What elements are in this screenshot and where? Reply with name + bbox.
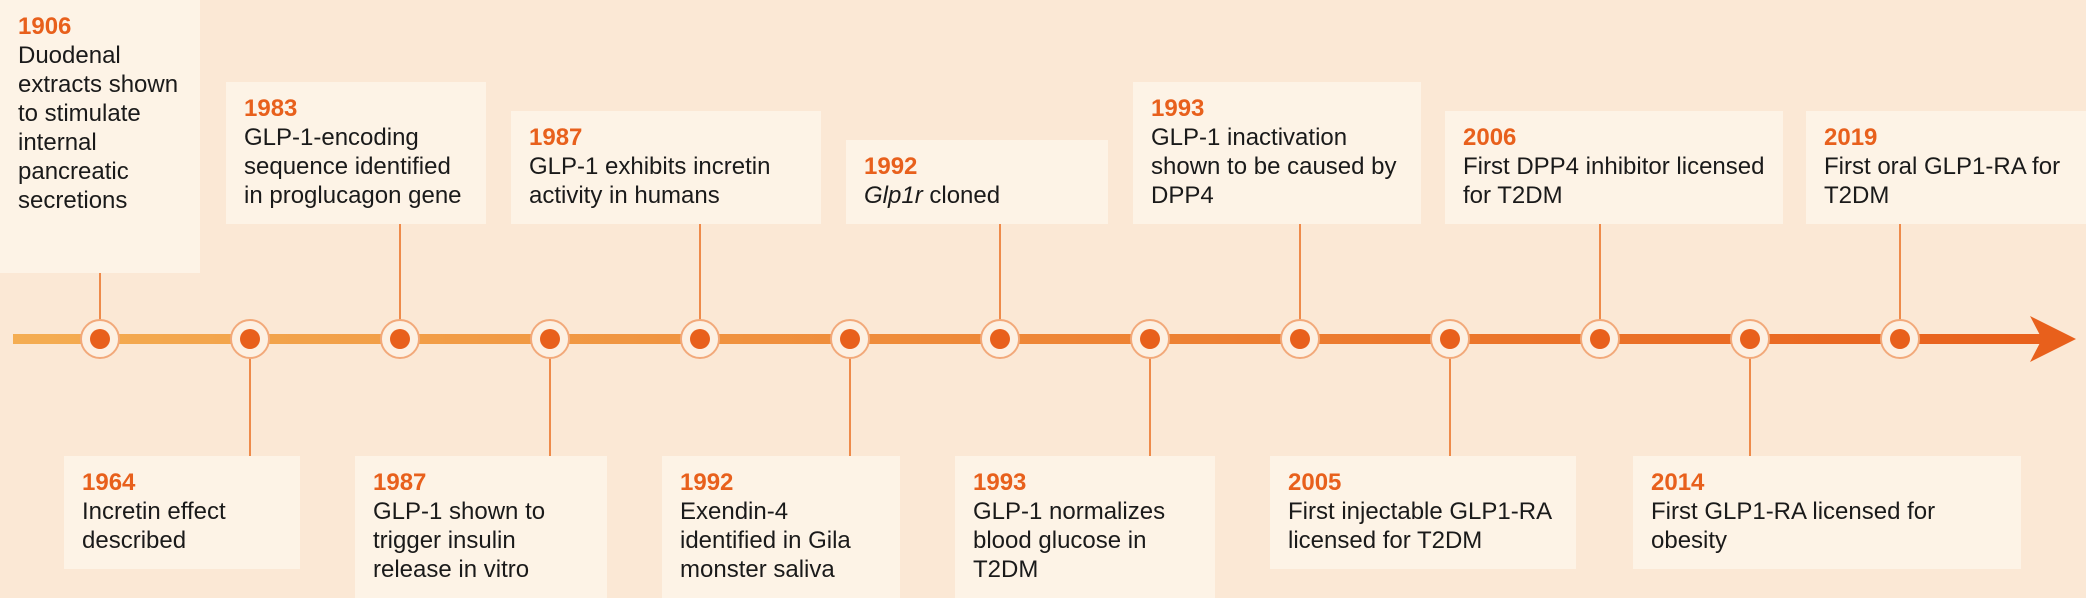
event-box: 2019 First oral GLP1-RA for T2DM <box>1806 111 2086 224</box>
event-box: 1906 Duodenal extracts shown to stimulate… <box>0 0 200 273</box>
event-description: cloned <box>929 182 1001 209</box>
event-description: GLP-1 shown to trigger insulin release i… <box>373 498 546 583</box>
node-dot <box>990 329 1010 349</box>
event-description: Duodenal extracts shown to stimulate int… <box>18 42 179 214</box>
timeline-arrowhead <box>2030 316 2076 362</box>
event-description: Incretin effect described <box>82 498 226 554</box>
event-year: 1992 <box>680 469 734 496</box>
event-description: First oral GLP1-RA for T2DM <box>1824 153 2061 209</box>
node-dot <box>1740 329 1760 349</box>
event-box: 1983 GLP-1-encoding sequence identified i… <box>226 82 486 224</box>
event-year: 1993 <box>1151 95 1205 122</box>
node-dot <box>390 329 410 349</box>
event-year: 2019 <box>1824 124 1878 151</box>
node-dot <box>1140 329 1160 349</box>
event-box: 1964 Incretin effect described <box>64 456 300 569</box>
event-box: 1987 GLP-1 shown to trigger insulin relea… <box>355 456 607 598</box>
timeline-axis <box>13 334 2043 344</box>
event-year: 2005 <box>1288 469 1342 496</box>
node-dot <box>90 329 110 349</box>
event-year: 2006 <box>1463 124 1517 151</box>
event-year: 2014 <box>1651 469 1705 496</box>
event-year: 1964 <box>82 469 136 496</box>
event-box: 1993 GLP-1 normalizes blood glucose in T2… <box>955 456 1215 598</box>
event-year: 1987 <box>529 124 583 151</box>
event-description: GLP-1 exhibits incretin activity in huma… <box>529 153 771 209</box>
event-box: 2006 First DPP4 inhibitor licensed for T2… <box>1445 111 1783 224</box>
event-description: First DPP4 inhibitor licensed for T2DM <box>1463 153 1765 209</box>
event-box: 1992 Glp1r cloned <box>846 140 1108 224</box>
node-dot <box>240 329 260 349</box>
event-italic: Glp1r <box>864 182 923 209</box>
event-box: 2005 First injectable GLP1-RA licensed fo… <box>1270 456 1576 569</box>
event-box: 1987 GLP-1 exhibits incretin activity in … <box>511 111 821 224</box>
node-dot <box>1890 329 1910 349</box>
event-year: 1987 <box>373 469 427 496</box>
event-description: GLP-1-encoding sequence identified in pr… <box>244 124 462 209</box>
event-description: GLP-1 inactivation shown to be caused by… <box>1151 124 1397 209</box>
node-dot <box>1590 329 1610 349</box>
node-dot <box>840 329 860 349</box>
event-box: 1993 GLP-1 inactivation shown to be cause… <box>1133 82 1421 224</box>
event-description: GLP-1 normalizes blood glucose in T2DM <box>973 498 1166 583</box>
event-year: 1983 <box>244 95 298 122</box>
event-year: 1993 <box>973 469 1027 496</box>
event-year: 1906 <box>18 13 72 40</box>
event-description: Exendin-4 identified in Gila monster sal… <box>680 498 851 583</box>
event-description: First injectable GLP1-RA licensed for T2… <box>1288 498 1551 554</box>
event-year: 1992 <box>864 153 918 180</box>
event-box: 2014 First GLP1-RA licensed for obesity <box>1633 456 2021 569</box>
node-dot <box>690 329 710 349</box>
node-dot <box>1440 329 1460 349</box>
event-description: First GLP1-RA licensed for obesity <box>1651 498 1936 554</box>
event-box: 1992 Exendin-4 identified in Gila monster… <box>662 456 900 598</box>
node-dot <box>540 329 560 349</box>
node-dot <box>1290 329 1310 349</box>
